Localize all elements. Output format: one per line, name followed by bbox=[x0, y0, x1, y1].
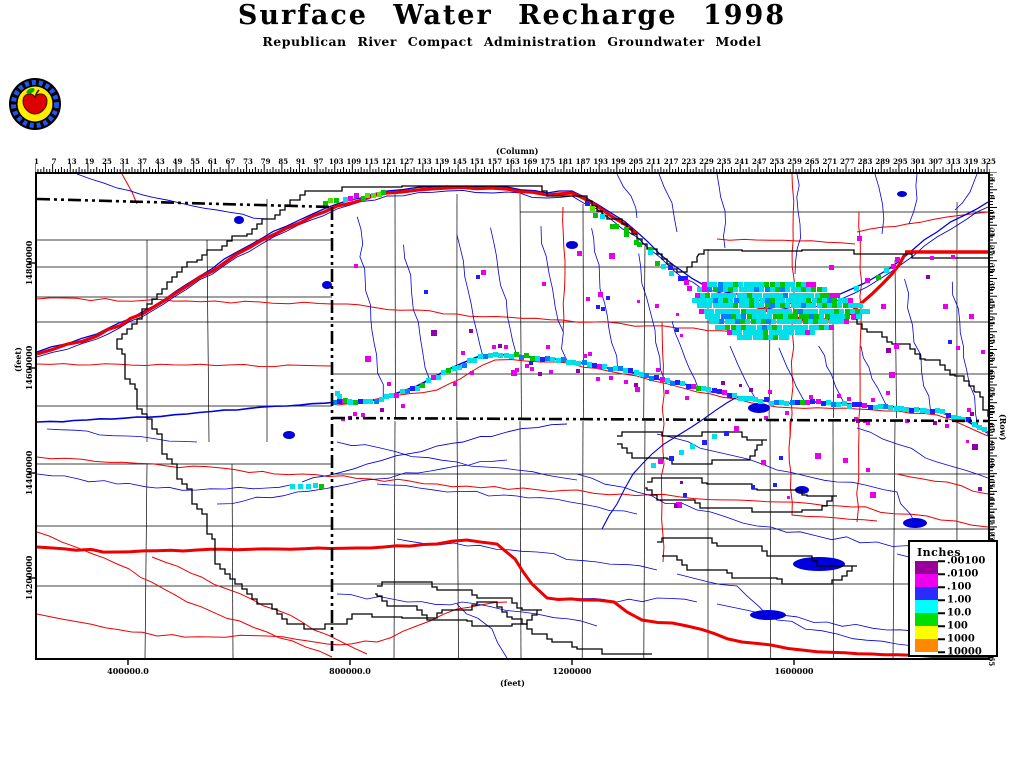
y-tick-marks bbox=[29, 262, 35, 579]
column-tick-label: 241 bbox=[734, 157, 749, 166]
column-tick-label: 157 bbox=[487, 157, 503, 166]
legend-tick bbox=[938, 599, 945, 601]
column-tick-label: 133 bbox=[417, 157, 432, 166]
legend-tick-label: 10000 bbox=[947, 646, 982, 658]
legend-tick-label: 100 bbox=[947, 620, 968, 632]
column-tick-label: 61 bbox=[207, 157, 218, 166]
legend-tick-label: 1000 bbox=[947, 633, 975, 645]
x-tick-label: 800000.0 bbox=[329, 666, 371, 676]
column-axis-label: (Column) bbox=[496, 146, 539, 156]
apple-icon bbox=[22, 88, 48, 115]
x-tick-marks bbox=[127, 660, 795, 665]
column-tick-label: 73 bbox=[243, 157, 253, 166]
column-tick-label: 277 bbox=[840, 157, 855, 166]
legend-tick bbox=[938, 625, 945, 627]
column-tick-marks bbox=[35, 164, 990, 172]
legend-color-bar bbox=[915, 561, 938, 652]
column-tick-label: 265 bbox=[804, 157, 820, 166]
column-tick-label: 97 bbox=[313, 157, 324, 166]
column-tick-label: 19 bbox=[84, 157, 95, 166]
column-tick-label: 7 bbox=[51, 157, 57, 166]
column-tick-label: 193 bbox=[593, 157, 608, 166]
column-tick-label: 217 bbox=[663, 157, 679, 166]
page-subtitle: Republican River Compact Administration … bbox=[262, 34, 762, 49]
column-tick-label: 25 bbox=[102, 157, 112, 166]
column-tick-label: 259 bbox=[787, 157, 802, 166]
column-tick-label: 283 bbox=[857, 157, 873, 166]
column-tick-label: 199 bbox=[610, 157, 626, 166]
column-tick-label: 85 bbox=[278, 157, 289, 166]
column-tick-label: 295 bbox=[893, 157, 908, 166]
legend-tick-label: .0100 bbox=[947, 568, 979, 580]
column-tick-label: 91 bbox=[296, 157, 306, 166]
x-tick-label: 400000.0 bbox=[107, 666, 149, 676]
column-tick-label: 115 bbox=[364, 157, 379, 166]
x-tick-label: 1600000 bbox=[774, 666, 814, 676]
column-tick-label: 325 bbox=[981, 157, 996, 166]
column-tick-label: 223 bbox=[681, 157, 697, 166]
column-tick-label: 235 bbox=[716, 157, 732, 166]
column-tick-label: 307 bbox=[928, 157, 943, 166]
column-tick-label: 109 bbox=[346, 157, 362, 166]
column-tick-label: 79 bbox=[260, 157, 271, 166]
legend-tick bbox=[938, 586, 945, 588]
x-axis-unit-label: (feet) bbox=[500, 678, 525, 688]
header: Surface Water Recharge 1998 Republican R… bbox=[0, 0, 1024, 49]
column-tick-label: 37 bbox=[137, 157, 148, 166]
row-axis-label: (Row) bbox=[998, 414, 1008, 441]
column-tick-label: 301 bbox=[910, 157, 926, 166]
column-tick-label: 247 bbox=[752, 157, 767, 166]
column-tick-label: 205 bbox=[628, 157, 644, 166]
column-tick-label: 49 bbox=[172, 157, 183, 166]
column-tick-label: 151 bbox=[469, 157, 485, 166]
legend-tick-label: 10.0 bbox=[947, 607, 972, 619]
column-tick-label: 13 bbox=[66, 157, 77, 166]
column-tick-label: 55 bbox=[190, 157, 201, 166]
column-tick-label: 43 bbox=[155, 157, 165, 166]
page-title: Surface Water Recharge 1998 bbox=[237, 0, 787, 31]
column-tick-label: 145 bbox=[452, 157, 467, 166]
column-tick-label: 229 bbox=[699, 157, 714, 166]
column-tick-label: 169 bbox=[522, 157, 538, 166]
column-tick-label: 181 bbox=[558, 157, 573, 166]
legend-tick bbox=[938, 638, 945, 640]
column-tick-label: 289 bbox=[875, 157, 891, 166]
column-tick-label: 271 bbox=[822, 157, 838, 166]
column-tick-label: 313 bbox=[945, 157, 961, 166]
column-tick-label: 139 bbox=[434, 157, 450, 166]
column-tick-label: 253 bbox=[769, 157, 785, 166]
legend-tick-label: .00100 bbox=[947, 555, 986, 567]
column-tick-label: 211 bbox=[646, 157, 661, 166]
agency-logo bbox=[9, 78, 61, 130]
legend-tick bbox=[938, 560, 945, 562]
legend-tick bbox=[938, 651, 945, 653]
legend-tick bbox=[938, 612, 945, 614]
column-tick-label: 121 bbox=[381, 157, 397, 166]
column-tick-label: 103 bbox=[328, 157, 344, 166]
legend: Inches .00100.0100.100 1.00 10.0 100 1000 100… bbox=[908, 540, 998, 658]
map-frame bbox=[35, 172, 990, 660]
column-tick-label: 175 bbox=[540, 157, 556, 166]
x-tick-label: 1200000 bbox=[552, 666, 592, 676]
column-tick-label: 163 bbox=[505, 157, 520, 166]
column-tick-label: 67 bbox=[225, 157, 236, 166]
map-canvas bbox=[37, 174, 988, 658]
column-tick-label: 1 bbox=[34, 157, 39, 166]
legend-tick-label: 1.00 bbox=[947, 594, 972, 606]
column-tick-label: 319 bbox=[963, 157, 979, 166]
legend-title: Inches bbox=[917, 546, 962, 559]
legend-tick bbox=[938, 573, 945, 575]
y-axis-unit-label: (feet) bbox=[13, 347, 23, 372]
column-tick-label: 187 bbox=[575, 157, 591, 166]
legend-tick-label: .100 bbox=[947, 581, 972, 593]
column-tick-label: 127 bbox=[399, 157, 415, 166]
column-tick-label: 31 bbox=[119, 157, 130, 166]
